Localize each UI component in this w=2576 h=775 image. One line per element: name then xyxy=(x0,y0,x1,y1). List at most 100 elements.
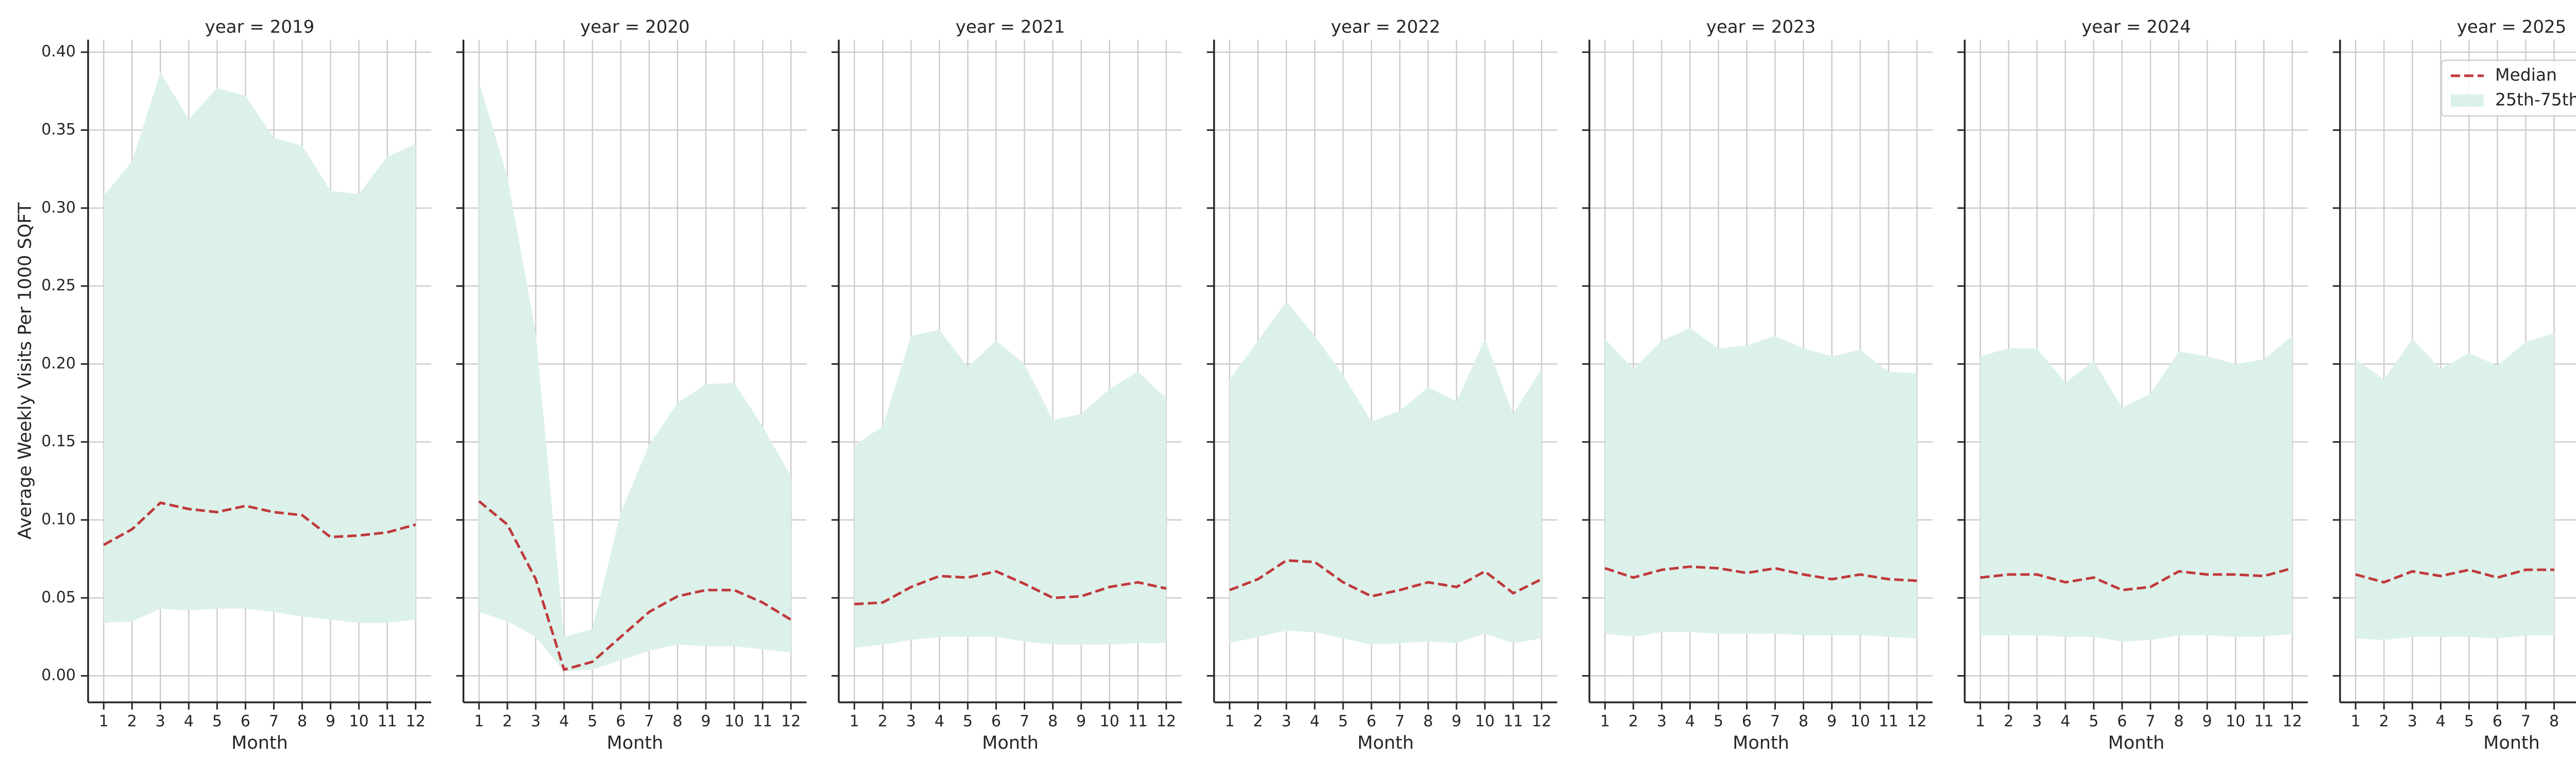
x-tick-label: 7 xyxy=(2145,713,2155,731)
x-tick-label: 1 xyxy=(1225,713,1234,731)
x-tick-label: 2 xyxy=(2004,713,2013,731)
x-tick-label: 4 xyxy=(2060,713,2070,731)
x-tick-label: 1 xyxy=(850,713,859,731)
x-tick-label: 2 xyxy=(1253,713,1263,731)
x-tick-label: 8 xyxy=(297,713,307,731)
x-tick-label: 9 xyxy=(701,713,711,731)
x-tick-label: 7 xyxy=(644,713,654,731)
percentile-band xyxy=(479,81,791,671)
panel-title: year = 2025 xyxy=(2457,17,2566,38)
x-tick-label: 11 xyxy=(1879,713,1899,731)
x-tick-label: 8 xyxy=(1048,713,1058,731)
x-tick-label: 10 xyxy=(1475,713,1495,731)
median-line xyxy=(103,501,416,546)
x-tick-label: 9 xyxy=(1827,713,1837,731)
median-line xyxy=(854,570,1167,605)
x-tick-label: 8 xyxy=(2174,713,2184,731)
x-tick-label: 4 xyxy=(1310,713,1319,731)
x-tick-label: 5 xyxy=(212,713,222,731)
x-tick-label: 6 xyxy=(2493,713,2502,731)
median-line xyxy=(478,500,792,671)
x-tick-label: 1 xyxy=(2351,713,2361,731)
x-axis-label: Month xyxy=(2483,733,2540,753)
x-tick-label: 6 xyxy=(1742,713,1752,731)
x-tick-label: 4 xyxy=(935,713,944,731)
x-tick-label: 3 xyxy=(1657,713,1667,731)
x-tick-label: 5 xyxy=(963,713,973,731)
x-tick-label: 12 xyxy=(406,713,426,731)
x-tick-label: 10 xyxy=(349,713,369,731)
x-tick-label: 10 xyxy=(2226,713,2245,731)
x-axis-label: Month xyxy=(2108,733,2165,753)
x-tick-label: 1 xyxy=(99,713,109,731)
x-tick-label: 3 xyxy=(1281,713,1291,731)
x-tick-label: 2 xyxy=(502,713,512,731)
median-line xyxy=(1604,565,1917,582)
panel-title: year = 2022 xyxy=(1331,17,1440,38)
x-axis-label: Month xyxy=(1733,733,1789,753)
x-tick-label: 1 xyxy=(474,713,484,731)
x-tick-label: 6 xyxy=(2117,713,2127,731)
panel-title: year = 2023 xyxy=(1706,17,1816,38)
panel: year = 2025123456789101112MonthMedian25t… xyxy=(2333,17,2576,753)
y-tick-label: 0.05 xyxy=(41,588,76,606)
panel: year = 2019 0.00 0.05 0.10 0.15 0.20 0.25 0.30 0… xyxy=(15,17,431,753)
percentile-band xyxy=(104,72,416,623)
x-tick-label: 2 xyxy=(2379,713,2389,731)
y-tick-label: 0.40 xyxy=(41,43,76,61)
x-tick-label: 7 xyxy=(2521,713,2531,731)
panel-title: year = 2024 xyxy=(2081,17,2191,38)
x-tick-label: 10 xyxy=(1851,713,1870,731)
x-tick-label: 6 xyxy=(241,713,250,731)
panel-title: year = 2020 xyxy=(580,17,689,38)
x-axis-label: Month xyxy=(982,733,1039,753)
x-tick-label: 11 xyxy=(1503,713,1523,731)
x-tick-label: 9 xyxy=(326,713,335,731)
y-tick-label: 0.30 xyxy=(41,198,76,216)
median-line xyxy=(1229,559,1543,598)
x-tick-label: 8 xyxy=(673,713,683,731)
x-tick-label: 10 xyxy=(1100,713,1120,731)
x-tick-label: 4 xyxy=(559,713,569,731)
legend-swatch xyxy=(2451,94,2484,107)
legend-label: 25th-75th Percentile xyxy=(2495,90,2576,110)
panel-title: year = 2021 xyxy=(956,17,1065,38)
median-line xyxy=(1980,567,2293,592)
x-tick-label: 6 xyxy=(616,713,625,731)
x-axis-label: Month xyxy=(231,733,288,753)
x-tick-label: 6 xyxy=(1366,713,1376,731)
panel-title: year = 2019 xyxy=(205,17,314,38)
x-tick-label: 12 xyxy=(781,713,801,731)
x-tick-label: 12 xyxy=(2282,713,2302,731)
x-tick-label: 12 xyxy=(1532,713,1551,731)
x-tick-label: 7 xyxy=(1395,713,1404,731)
x-tick-label: 10 xyxy=(724,713,744,731)
x-tick-label: 3 xyxy=(906,713,916,731)
x-axis-label: Month xyxy=(1358,733,1414,753)
x-axis-label: Month xyxy=(607,733,664,753)
x-tick-label: 11 xyxy=(753,713,772,731)
x-tick-label: 6 xyxy=(991,713,1001,731)
x-tick-label: 7 xyxy=(269,713,279,731)
y-tick-label: 0.15 xyxy=(41,432,76,450)
x-tick-label: 1 xyxy=(1600,713,1610,731)
x-tick-label: 4 xyxy=(1685,713,1695,731)
x-tick-label: 7 xyxy=(1770,713,1780,731)
x-tick-label: 11 xyxy=(1128,713,1148,731)
x-tick-label: 9 xyxy=(1076,713,1086,731)
y-tick-label: 0.20 xyxy=(41,355,76,373)
x-tick-label: 8 xyxy=(1423,713,1433,731)
percentile-band xyxy=(854,329,1166,648)
y-tick-label: 0.10 xyxy=(41,510,76,528)
x-tick-label: 8 xyxy=(1799,713,1808,731)
median-line xyxy=(2355,568,2554,584)
x-tick-label: 3 xyxy=(2408,713,2417,731)
x-tick-label: 3 xyxy=(156,713,165,731)
percentile-band xyxy=(1605,328,1917,638)
x-tick-label: 5 xyxy=(1338,713,1348,731)
x-tick-label: 2 xyxy=(878,713,888,731)
